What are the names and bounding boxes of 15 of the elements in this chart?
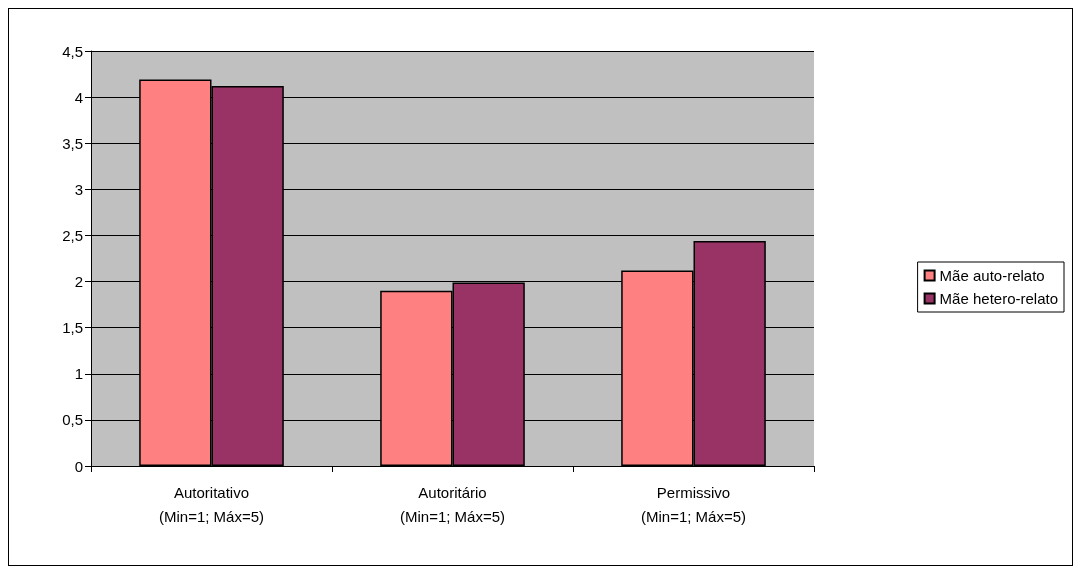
y-tick-label: 0 [74, 457, 83, 475]
x-tick-label: Autoritativo (Min=1; Máx=5) [158, 483, 265, 525]
y-tick-label: 2,5 [62, 226, 83, 244]
x-tick-label: Autoritário (Min=1; Máx=5) [399, 483, 506, 525]
y-tick-label: 4,5 [62, 42, 83, 60]
y-tick-label: 3 [74, 180, 83, 198]
y-tick-label: 0,5 [62, 411, 83, 429]
y-tick-label: 1,5 [62, 319, 83, 337]
y-tick-label: 1 [74, 365, 83, 383]
y-tick-label: 2 [74, 273, 83, 291]
y-tick-label: 4 [74, 88, 83, 106]
y-tick-label: 3,5 [62, 134, 83, 152]
legend-label: Mãe hetero-relato [939, 290, 1059, 307]
legend-label: Mãe auto-relato [939, 267, 1045, 284]
x-tick-label: Permissivo (Min=1; Máx=5) [640, 483, 747, 525]
